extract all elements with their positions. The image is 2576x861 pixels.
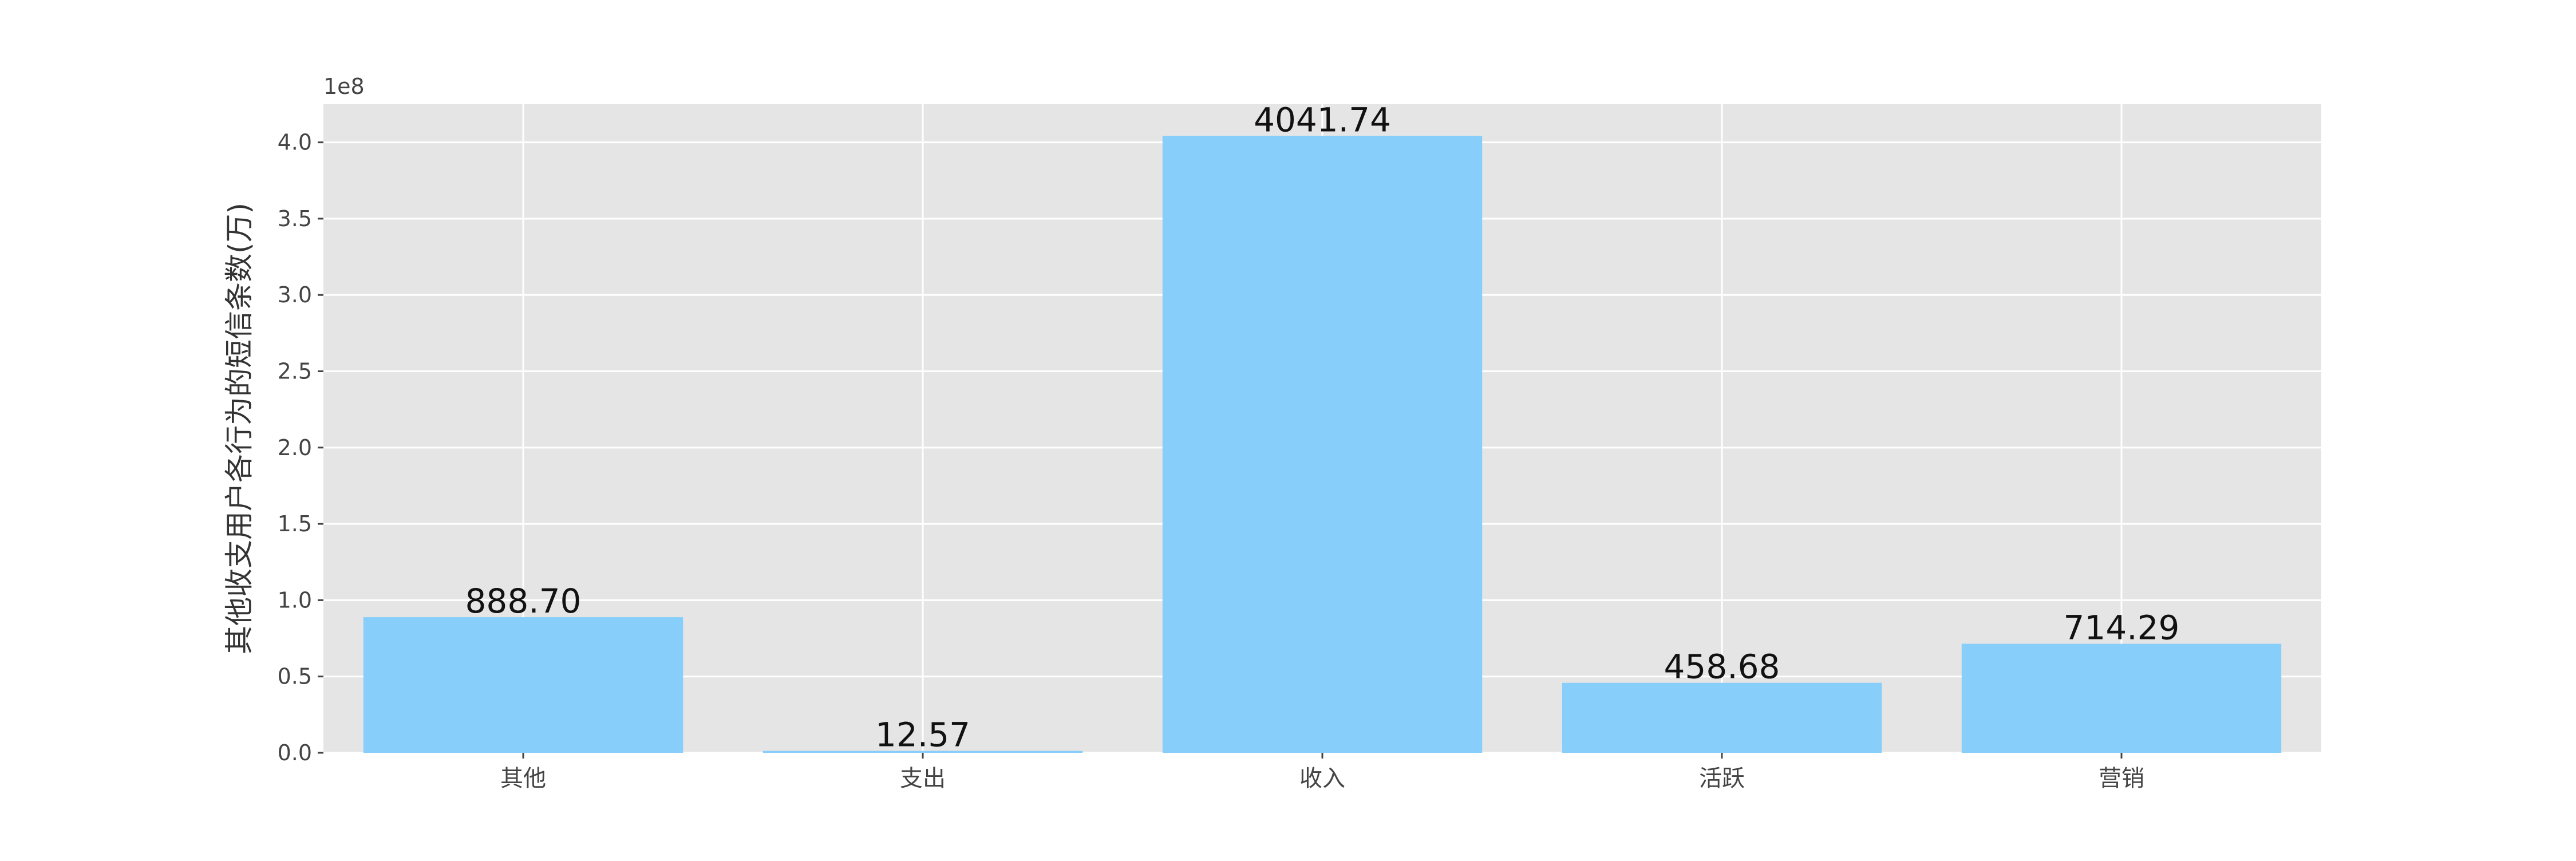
x-tick-label: 营销 (2099, 765, 2144, 792)
bar-value-label: 888.70 (465, 582, 582, 621)
y-tick-label: 4.0 (278, 130, 312, 155)
y-axis-title: 其他收支用户各行为的短信条数(万) (223, 203, 256, 654)
bar (762, 751, 1083, 753)
bar-value-label: 12.57 (875, 716, 970, 755)
y-tick-label: 2.5 (278, 359, 312, 384)
bar-value-label: 458.68 (1664, 647, 1780, 686)
x-tick-label: 其他 (500, 765, 546, 792)
y-tick-label: 0.5 (278, 664, 312, 689)
x-tick-label: 支出 (900, 765, 946, 792)
x-axis-ticks: 其他 支出 收入 活跃 营销 (500, 753, 2144, 792)
y-tick-label: 0.0 (278, 740, 312, 765)
y-axis-offset-label: 1e8 (323, 74, 365, 99)
bar (363, 617, 683, 753)
y-tick-label: 3.5 (278, 206, 312, 231)
bars (363, 136, 2282, 753)
bar (1961, 643, 2282, 753)
bar-value-labels: 888.70 12.57 4041.74 458.68 714.29 (465, 101, 2180, 755)
x-tick-label: 收入 (1299, 765, 1345, 792)
bar (1562, 682, 1882, 753)
y-tick-label: 2.0 (278, 435, 312, 460)
y-axis-ticks: 0.0 0.5 1.0 1.5 2.0 2.5 3.0 3.5 4.0 (278, 130, 323, 765)
bar (1162, 136, 1483, 753)
y-tick-label: 3.0 (278, 282, 312, 307)
bar-value-label: 714.29 (2064, 609, 2180, 647)
x-tick-label: 活跃 (1699, 765, 1745, 792)
y-tick-label: 1.5 (278, 511, 312, 536)
bar-value-label: 4041.74 (1254, 101, 1391, 140)
y-tick-label: 1.0 (278, 587, 312, 613)
